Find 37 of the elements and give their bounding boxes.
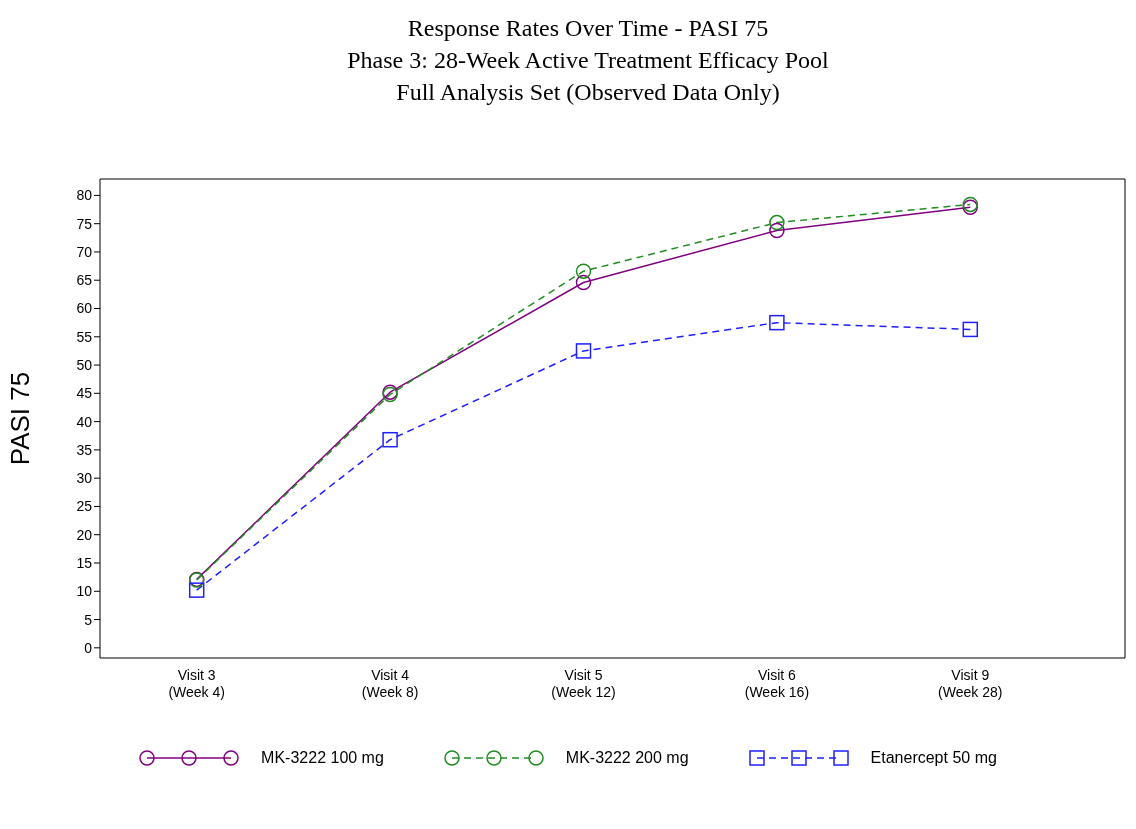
legend-label: MK-3222 100 mg <box>261 749 384 767</box>
y-tick-label: 80 <box>76 187 93 204</box>
legend-label: Etanercept 50 mg <box>870 749 997 767</box>
point <box>575 343 592 359</box>
y-tick-label: 0 <box>84 639 93 656</box>
point <box>575 274 592 291</box>
chart-subtitle: Phase 3: 28-Week Active Treatment Efficacy Pool Full Analysis Set (Observed Data Only) <box>346 46 830 107</box>
point <box>382 431 398 448</box>
point <box>962 321 979 338</box>
chart-title: Response Rates Over Time - PASI 75 <box>406 14 770 43</box>
y-tick-label: 65 <box>76 272 93 289</box>
y-tick-label: 5 <box>84 611 93 628</box>
y-tick-label: 30 <box>76 470 93 487</box>
point <box>769 214 785 231</box>
x-tick-label: Visit 6 (Week 16) <box>744 667 810 700</box>
y-tick-label: 50 <box>76 357 93 374</box>
point <box>188 582 205 598</box>
y-tick-label: 20 <box>76 526 93 543</box>
legend-label: MK-3222 200 mg <box>565 749 689 767</box>
y-tick-label: 40 <box>76 413 93 430</box>
point <box>769 222 785 239</box>
y-tick-label: 55 <box>76 328 93 345</box>
y-tick-label: 10 <box>76 583 93 600</box>
y-tick-label: 15 <box>76 554 93 571</box>
point <box>769 314 785 331</box>
y-tick-label: 70 <box>76 243 93 260</box>
y-tick-label: 45 <box>76 385 93 402</box>
x-tick-label: Visit 5 (Week 12) <box>551 667 616 700</box>
y-tick-label: 35 <box>76 441 93 458</box>
point <box>575 263 592 279</box>
x-tick-label: Visit 4 (Week 8) <box>361 667 419 700</box>
x-tick-label: Visit 9 (Week 28) <box>938 667 1003 700</box>
y-tick-label: 75 <box>76 215 93 232</box>
y-tick-label: 25 <box>76 498 93 515</box>
y-axis-title: PASI 75 <box>5 371 36 466</box>
y-tick-label: 60 <box>76 300 93 317</box>
x-tick-label: Visit 3 (Week 4) <box>168 667 225 700</box>
